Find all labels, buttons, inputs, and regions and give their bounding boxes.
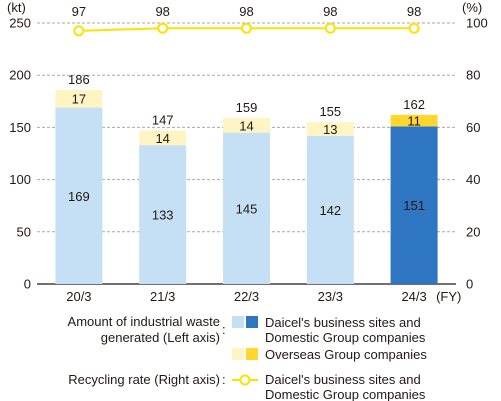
bar-overseas	[55, 89, 103, 108]
bar-domestic	[306, 135, 354, 284]
recycling-rate-label: 98	[155, 4, 169, 19]
left-tick-label: 50	[17, 224, 31, 239]
legend-overseas-swatch-light	[232, 348, 244, 360]
legend-colon-2: :	[222, 372, 226, 387]
legend-domestic-line2: Domestic Group companies	[265, 330, 426, 345]
category-label: 23/3	[318, 289, 343, 304]
bar-domestic	[223, 132, 270, 284]
bar-overseas	[390, 114, 438, 127]
category-label: 21/3	[150, 289, 175, 304]
legend-recycling-line1: Daicel's business sites and	[265, 372, 421, 387]
left-tick-label: 100	[9, 172, 31, 187]
fiscal-year-suffix: (FY)	[436, 289, 461, 304]
category-label: 22/3	[234, 289, 259, 304]
right-axis-unit: (%)	[462, 0, 482, 15]
bars: 169 17 186 133 14 147 145 14 159 142 13 155 151 11 162	[55, 72, 438, 285]
recycling-rate-label: 98	[239, 4, 253, 19]
recycling-rate-point	[324, 22, 336, 34]
legend-domestic-swatch-dark	[246, 316, 258, 328]
legend-colon: :	[222, 322, 226, 337]
right-tick-label: 80	[466, 68, 480, 83]
left-tick-label: 150	[9, 120, 31, 135]
bar-overseas-label: 11	[407, 114, 421, 129]
left-tick-label: 0	[24, 277, 31, 292]
category-label: 20/3	[66, 289, 91, 304]
bar-domestic-label: 145	[236, 201, 258, 216]
legend-waste-label-line1: Amount of industrial waste	[68, 314, 220, 329]
bar-domestic	[139, 145, 187, 284]
right-tick-label: 100	[466, 16, 488, 31]
recycling-rate-label: 98	[323, 4, 337, 19]
recycling-rate-point	[408, 22, 420, 34]
bar-overseas	[306, 122, 354, 136]
legend-recycling-marker	[239, 374, 251, 386]
legend-recycling-label: Recycling rate (Right axis)	[68, 372, 220, 387]
bar-total-label: 162	[403, 97, 425, 112]
bar-domestic-label: 151	[403, 198, 425, 213]
left-axis-unit: (kt)	[7, 0, 26, 15]
right-tick-label: 0	[466, 277, 473, 292]
recycling-rate-label: 97	[72, 4, 86, 19]
bar-overseas	[139, 130, 187, 146]
bar-domestic-label: 142	[319, 203, 341, 218]
bar-overseas	[223, 118, 270, 133]
bar-total-label: 147	[152, 113, 174, 128]
right-tick-label: 40	[466, 172, 480, 187]
recycling-rate-point	[157, 22, 169, 34]
axis-labels: 0 50 100 150 200 250 0 20 40 60 80 100 20/3 21/3 22/3 2…	[9, 16, 487, 305]
recycling-rate-point	[73, 25, 85, 37]
bar-total-label: 186	[68, 72, 90, 87]
legend-overseas-swatch-dark	[246, 348, 258, 360]
bar-overseas-label: 14	[239, 118, 253, 133]
bar-total-label: 159	[236, 100, 258, 115]
recycling-rate-label: 98	[407, 4, 421, 19]
bar-overseas-label: 17	[72, 92, 86, 107]
bar-total-label: 155	[319, 104, 341, 119]
left-tick-label: 250	[9, 16, 31, 31]
legend-domestic-line1: Daicel's business sites and	[265, 315, 421, 330]
bar-domestic-label: 133	[152, 208, 174, 223]
bar-domestic	[390, 126, 438, 284]
bar-domestic	[55, 107, 103, 285]
legend-waste-label-line2: generated (Left axis)	[101, 330, 220, 345]
legend: Amount of industrial waste generated (Le…	[68, 314, 428, 401]
bar-domestic-label: 169	[68, 189, 90, 204]
legend-overseas-label: Overseas Group companies	[265, 347, 427, 362]
bar-overseas-label: 13	[323, 122, 337, 137]
recycling-rate-point	[241, 22, 252, 34]
category-label: 24/3	[401, 289, 426, 304]
right-tick-label: 20	[466, 224, 480, 239]
recycling-rate-line: 97 98 98 98 98	[72, 4, 421, 37]
legend-recycling-line2: Domestic Group companies	[265, 387, 426, 401]
left-tick-label: 200	[9, 68, 31, 83]
right-tick-label: 60	[466, 120, 480, 135]
bar-overseas-label: 14	[155, 131, 169, 146]
legend-domestic-swatch-light	[232, 316, 244, 328]
